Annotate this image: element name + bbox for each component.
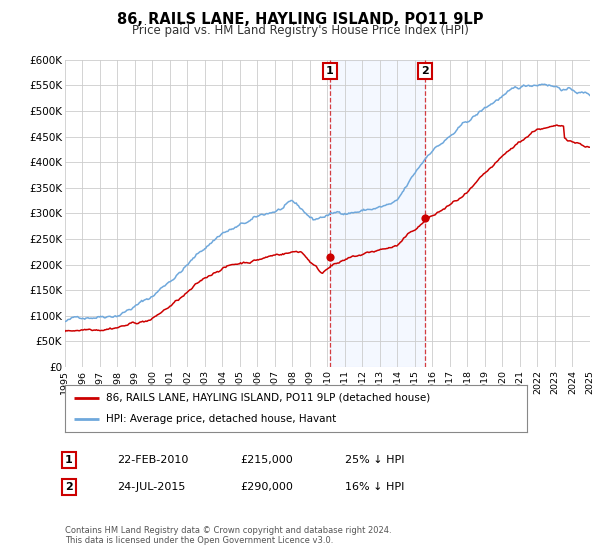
Text: 86, RAILS LANE, HAYLING ISLAND, PO11 9LP (detached house): 86, RAILS LANE, HAYLING ISLAND, PO11 9LP… — [106, 393, 431, 403]
Point — [325, 253, 334, 262]
Text: Contains HM Land Registry data © Crown copyright and database right 2024.: Contains HM Land Registry data © Crown c… — [65, 526, 391, 535]
Text: £215,000: £215,000 — [240, 455, 293, 465]
Point — [420, 214, 430, 223]
Text: 25% ↓ HPI: 25% ↓ HPI — [345, 455, 404, 465]
Text: 1: 1 — [326, 66, 334, 76]
Text: £290,000: £290,000 — [240, 482, 293, 492]
Text: 2: 2 — [421, 66, 428, 76]
Text: HPI: Average price, detached house, Havant: HPI: Average price, detached house, Hava… — [106, 414, 337, 424]
Text: 22-FEB-2010: 22-FEB-2010 — [117, 455, 188, 465]
Text: 16% ↓ HPI: 16% ↓ HPI — [345, 482, 404, 492]
Text: 1: 1 — [65, 455, 73, 465]
Bar — [329, 60, 425, 367]
Text: 2: 2 — [65, 482, 73, 492]
Text: Price paid vs. HM Land Registry's House Price Index (HPI): Price paid vs. HM Land Registry's House … — [131, 24, 469, 36]
Text: 86, RAILS LANE, HAYLING ISLAND, PO11 9LP: 86, RAILS LANE, HAYLING ISLAND, PO11 9LP — [117, 12, 483, 27]
Text: 24-JUL-2015: 24-JUL-2015 — [117, 482, 185, 492]
Text: This data is licensed under the Open Government Licence v3.0.: This data is licensed under the Open Gov… — [65, 536, 333, 545]
